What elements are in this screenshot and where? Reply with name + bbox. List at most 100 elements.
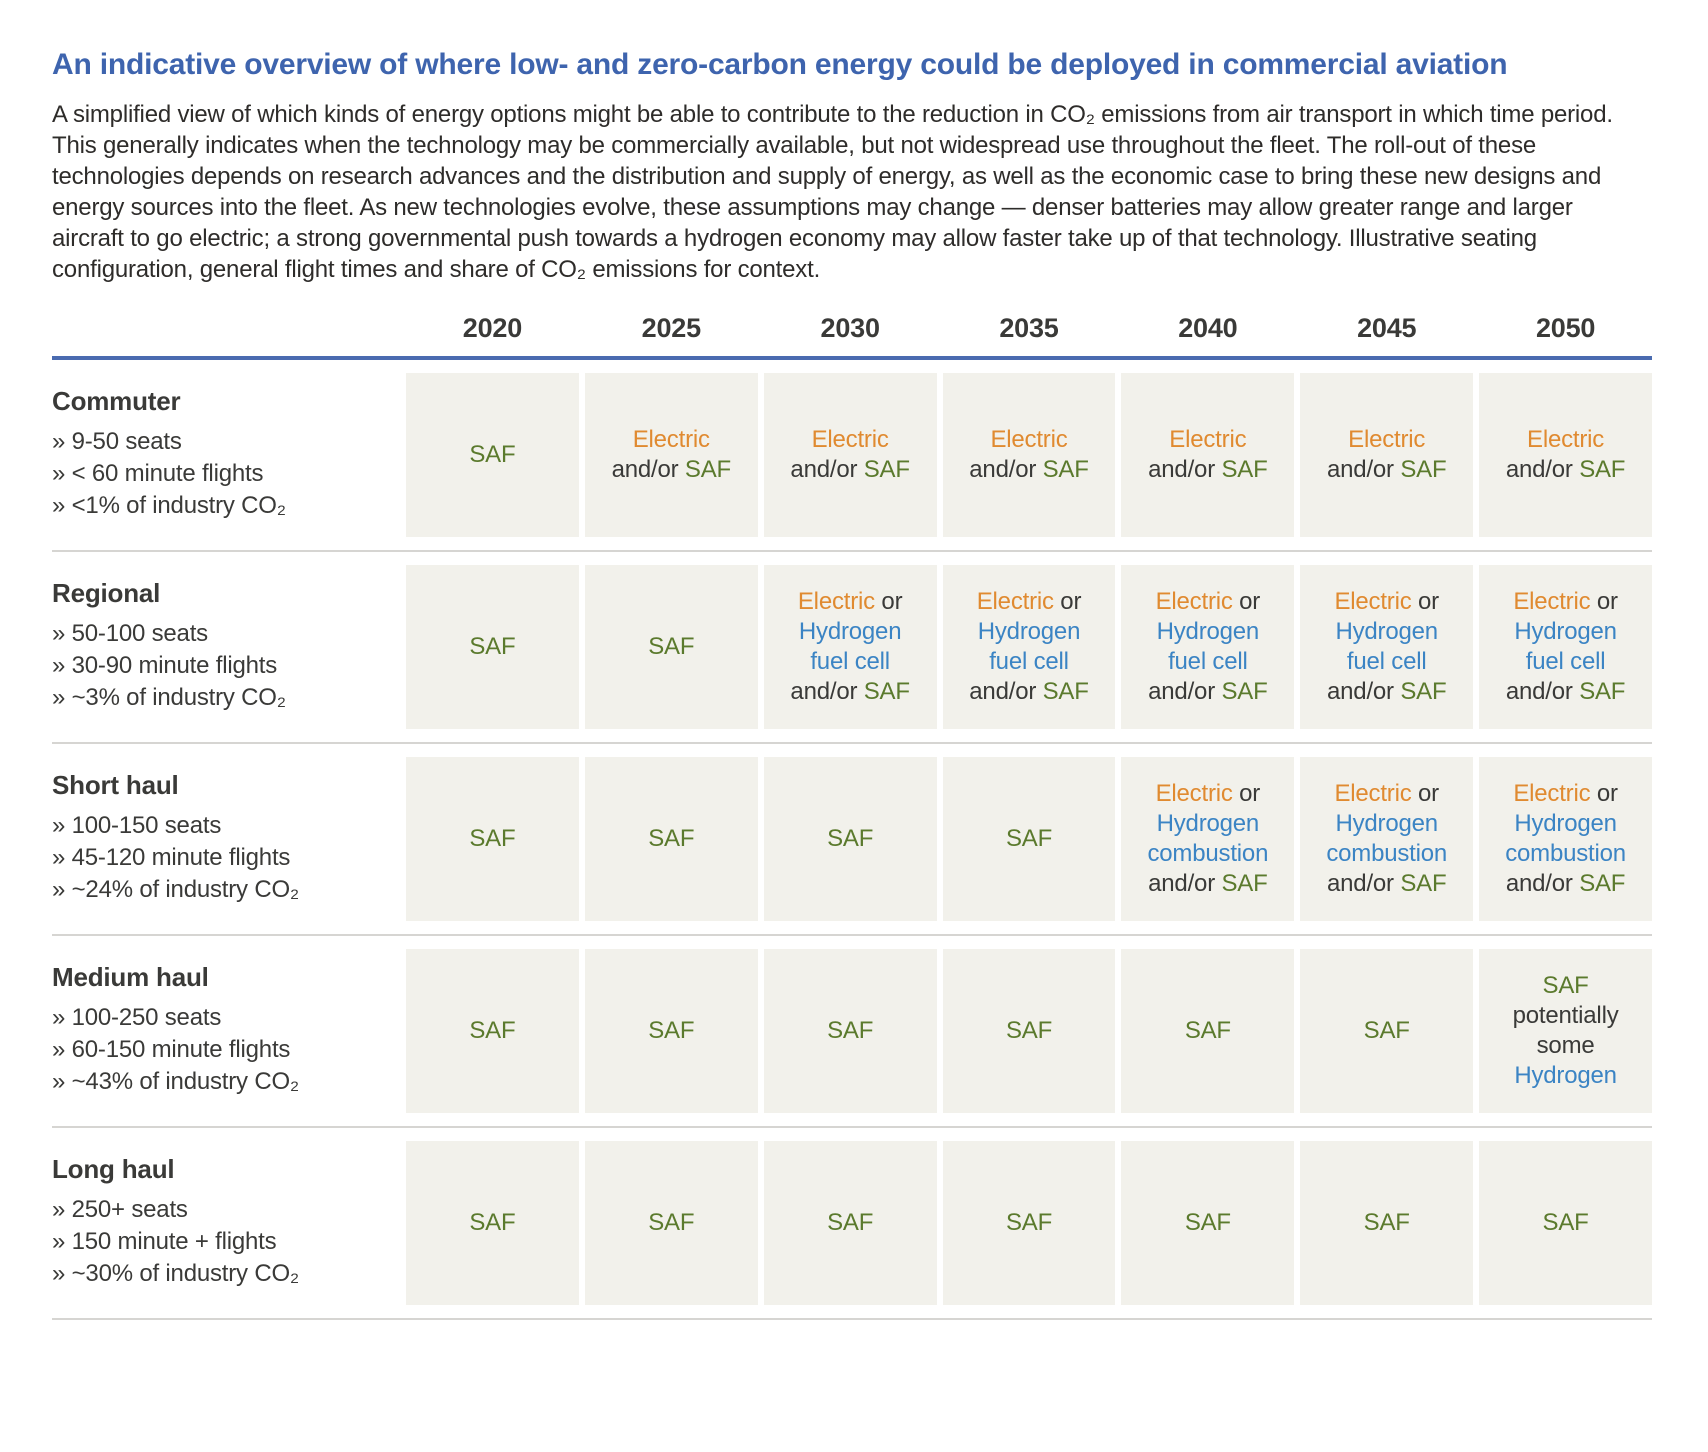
cell-line: Hydrogen	[1335, 617, 1438, 647]
cell-segment: SAF	[1042, 677, 1089, 705]
energy-cell: SAF	[763, 756, 937, 921]
category-title: Long haul	[52, 1154, 175, 1185]
cell-line: SAF	[469, 1208, 515, 1238]
cell-line: fuel cell	[1347, 647, 1427, 677]
cell-segment: or	[1590, 779, 1618, 807]
energy-cell: SAF	[406, 1140, 579, 1305]
cell-segment: fuel cell	[810, 647, 890, 675]
cell-segment: SAF	[469, 1208, 516, 1236]
cell-segment: fuel cell	[1168, 647, 1248, 675]
category-bullet: » 100-150 seats	[52, 811, 222, 839]
energy-cell: SAF	[584, 564, 758, 729]
energy-cell: SAF	[584, 948, 758, 1113]
cell-line: Electric or	[977, 587, 1082, 617]
cell-segment: Hydrogen	[1514, 809, 1617, 837]
cell-segment: and/or	[1148, 455, 1222, 483]
category-bullet: » ~30% of industry CO₂	[52, 1259, 300, 1287]
cell-segment: Hydrogen	[977, 617, 1081, 645]
cell-line: and/or SAF	[1506, 455, 1626, 485]
cell-segment: SAF	[1363, 1208, 1410, 1236]
category-bullet: » 45-120 minute flights	[52, 843, 291, 871]
cell-segment: Electric	[990, 425, 1068, 453]
energy-cell: SAF	[942, 756, 1116, 921]
cell-line: Electric	[1348, 425, 1425, 455]
category-bullet: » 60-150 minute flights	[52, 1035, 291, 1063]
cell-line: Electric or	[1334, 587, 1439, 617]
energy-matrix-table: 2020 2025 2030 2035 2040 2045 2050 Commuter » 9…	[52, 313, 1652, 1320]
energy-cell: SAF	[1300, 948, 1474, 1113]
cell-line: Electric or	[798, 587, 903, 617]
category-bullet: » 100-250 seats	[52, 1003, 222, 1031]
cell-segment: and/or	[1327, 677, 1401, 705]
year-label: 2040	[1178, 312, 1238, 343]
energy-cell: Electric or Hydrogen fuel cell and/or SAF	[942, 564, 1116, 729]
category-title: Regional	[52, 578, 161, 609]
category-row: Long haul » 250+ seats » 150 minute + flig…	[52, 1128, 1652, 1320]
cell-line: Electric	[990, 425, 1067, 455]
cell-segment: or	[1232, 779, 1261, 807]
category-row: Medium haul » 100-250 seats » 60-150 minut…	[52, 936, 1652, 1128]
cell-line: combustion	[1326, 839, 1447, 869]
energy-cell: SAF	[406, 756, 579, 921]
cell-line: potentially	[1513, 1001, 1619, 1031]
cell-line: and/or SAF	[790, 677, 910, 707]
energy-cell: Electric and/or SAF	[1479, 372, 1652, 537]
energy-cell: SAF	[1300, 1140, 1474, 1305]
cell-line: and/or SAF	[1506, 869, 1626, 899]
cell-segment: SAF	[1184, 1208, 1231, 1236]
cell-segment: SAF	[1005, 824, 1053, 852]
cell-segment: or	[1411, 587, 1439, 615]
category-row: Regional » 50-100 seats » 30-90 minute fli…	[52, 552, 1652, 744]
cell-segment: SAF	[1005, 1208, 1053, 1236]
cell-segment: fuel cell	[1346, 647, 1427, 675]
cell-segment: Hydrogen	[1514, 1061, 1617, 1089]
cell-segment: Electric	[1155, 779, 1233, 807]
cell-line: Electric	[633, 425, 710, 455]
energy-cell: Electric and/or SAF	[1121, 372, 1295, 537]
cell-segment: Electric	[1527, 425, 1605, 453]
energy-cell: Electric or Hydrogen fuel cell and/or SAF	[1121, 564, 1295, 729]
energy-cell: SAF	[763, 948, 937, 1113]
row-label: Short haul » 100-150 seats » 45-120 minute…	[52, 757, 400, 921]
year-label: 2050	[1535, 312, 1596, 343]
category-title: Short haul	[52, 770, 179, 801]
cell-line: SAF	[648, 824, 694, 854]
cell-line: SAF	[1185, 1016, 1231, 1046]
cell-segment: SAF	[1005, 1016, 1053, 1044]
cell-segment: SAF	[1221, 869, 1268, 897]
cell-segment: Electric	[1348, 425, 1426, 453]
cell-line: SAF	[1006, 1208, 1052, 1238]
category-bullet: » 250+ seats	[52, 1195, 188, 1223]
cell-line: SAF	[827, 1208, 873, 1238]
cell-line: some	[1537, 1031, 1595, 1061]
row-label: Commuter » 9-50 seats » < 60 minute flight…	[52, 373, 400, 537]
energy-cell: SAF	[1121, 1140, 1295, 1305]
cell-line: Electric or	[1513, 779, 1618, 809]
cell-segment: Electric	[1169, 425, 1247, 453]
cell-line: and/or SAF	[1506, 677, 1626, 707]
cell-segment: Hydrogen	[1514, 617, 1617, 645]
energy-cell: SAF potentially some Hydrogen	[1479, 948, 1652, 1113]
cell-line: Electric	[1169, 425, 1246, 455]
cell-segment: and/or	[611, 455, 685, 483]
category-bullet: » <1% of industry CO₂	[52, 491, 286, 519]
cell-line: SAF	[469, 824, 515, 854]
category-bullet: » 9-50 seats	[52, 427, 182, 455]
cell-segment: SAF	[1400, 455, 1447, 483]
cell-line: Hydrogen	[977, 617, 1081, 647]
cell-line: SAF	[1185, 1208, 1231, 1238]
category-bullet: » ~24% of industry CO₂	[52, 875, 300, 903]
cell-line: SAF	[469, 1016, 515, 1046]
cell-segment: and/or	[790, 455, 864, 483]
cell-line: and/or SAF	[611, 455, 732, 485]
cell-line: and/or SAF	[969, 677, 1089, 707]
year-label: 2035	[999, 312, 1059, 343]
cell-segment: SAF	[827, 1016, 874, 1044]
cell-segment: Electric	[632, 425, 710, 453]
energy-cell: SAF	[406, 564, 579, 729]
cell-segment: Electric	[1513, 779, 1591, 807]
cell-segment: SAF	[863, 677, 910, 705]
cell-segment: SAF	[1542, 971, 1589, 999]
aviation-energy-infographic: An indicative overview of where low- and…	[0, 48, 1708, 1340]
cell-segment: SAF	[684, 455, 731, 483]
